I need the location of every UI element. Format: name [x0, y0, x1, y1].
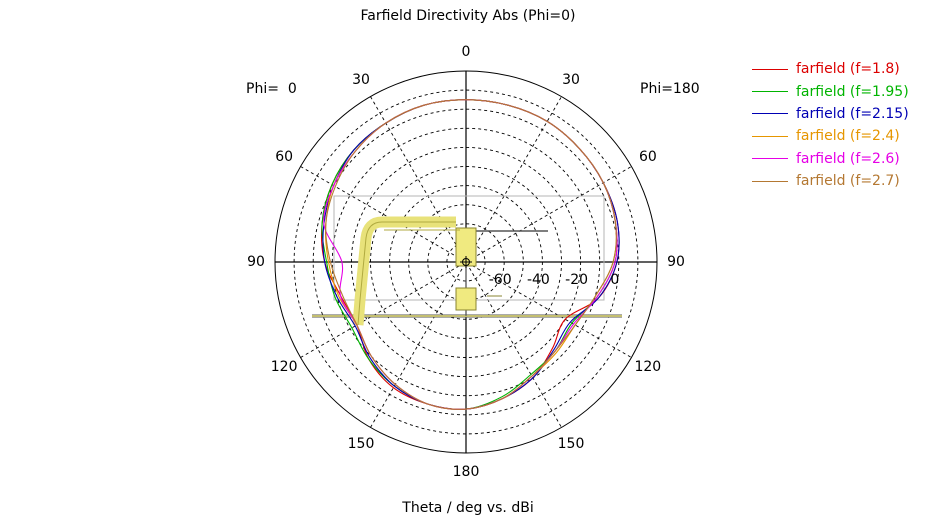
grid-spoke	[300, 166, 632, 358]
legend-label: farfield (f=2.4)	[796, 128, 900, 145]
angle-tick-label: 120	[634, 359, 661, 375]
angle-tick-label: 90	[247, 254, 265, 270]
angle-tick-label: 180	[453, 464, 480, 480]
legend-label: farfield (f=1.95)	[796, 83, 909, 100]
series-curve	[325, 99, 617, 410]
angle-tick-label: 30	[562, 72, 580, 88]
angle-tick-label: 60	[275, 149, 293, 165]
radial-tick-label: -20	[565, 272, 588, 288]
grid-spoke	[370, 96, 562, 428]
legend-item: farfield (f=2.4)	[752, 125, 909, 147]
radial-tick-label: 0	[610, 272, 619, 288]
legend-item: farfield (f=1.95)	[752, 80, 909, 102]
legend-swatch	[752, 180, 788, 182]
legend-label: farfield (f=1.8)	[796, 61, 900, 78]
legend: farfield (f=1.8) farfield (f=1.95) farfiel…	[752, 58, 909, 192]
legend-label: farfield (f=2.7)	[796, 173, 900, 190]
phi-right-label: Phi=180	[640, 81, 700, 97]
legend-swatch	[752, 113, 788, 115]
legend-item: farfield (f=1.8)	[752, 58, 909, 80]
legend-swatch	[752, 135, 788, 137]
legend-swatch	[752, 158, 788, 160]
series-curves	[321, 99, 620, 410]
angle-tick-label: 150	[558, 436, 585, 452]
angle-tick-label: 90	[667, 254, 685, 270]
legend-item: farfield (f=2.7)	[752, 170, 909, 192]
angle-tick-label: 120	[271, 359, 298, 375]
antenna-model-inset	[312, 195, 622, 326]
legend-swatch	[752, 68, 788, 70]
angle-tick-label: 0	[462, 44, 471, 60]
legend-swatch	[752, 91, 788, 93]
grid-spoke	[370, 96, 562, 428]
phi-left-label: Phi= 0	[246, 81, 297, 97]
angle-tick-label: 150	[348, 436, 375, 452]
angle-tick-label: 60	[639, 149, 657, 165]
x-axis-label: Theta / deg vs. dBi	[402, 500, 534, 516]
origin-marker	[460, 256, 472, 268]
grid-spoke	[300, 166, 632, 358]
legend-item: farfield (f=2.6)	[752, 148, 909, 170]
legend-label: farfield (f=2.15)	[796, 105, 909, 122]
axis-labels: 0 30 60 90 120 150 180 150 120 90 60 30 -60 -40 -20 0	[247, 44, 685, 480]
angle-tick-label: 30	[352, 72, 370, 88]
legend-label: farfield (f=2.6)	[796, 150, 900, 167]
radial-tick-label: -40	[527, 272, 550, 288]
radial-tick-label: -60	[489, 272, 512, 288]
legend-item: farfield (f=2.15)	[752, 103, 909, 125]
chart-title: Farfield Directivity Abs (Phi=0)	[360, 8, 576, 24]
